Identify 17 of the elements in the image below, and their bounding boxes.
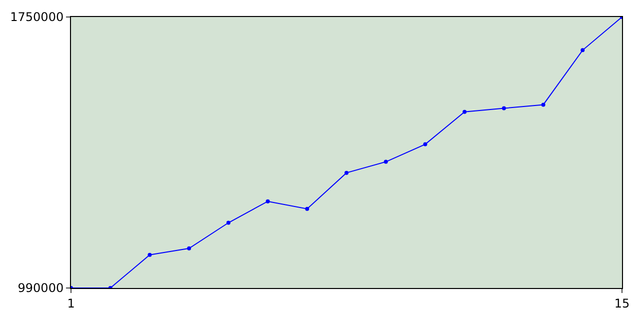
point — [148, 252, 152, 257]
point — [502, 106, 506, 110]
point — [344, 170, 348, 175]
y-tick-label: 1750000 — [10, 10, 64, 24]
point — [423, 142, 428, 146]
x-tick-label: 1 — [67, 296, 75, 310]
point — [462, 110, 467, 114]
x-tick-label: 15 — [614, 296, 630, 310]
point — [305, 206, 310, 211]
line-series — [71, 17, 622, 288]
point — [384, 160, 388, 164]
point — [580, 48, 585, 52]
point — [226, 220, 230, 225]
point — [541, 102, 546, 107]
point — [266, 199, 270, 204]
point — [187, 246, 192, 250]
y-tick-label: 990000 — [18, 281, 64, 296]
